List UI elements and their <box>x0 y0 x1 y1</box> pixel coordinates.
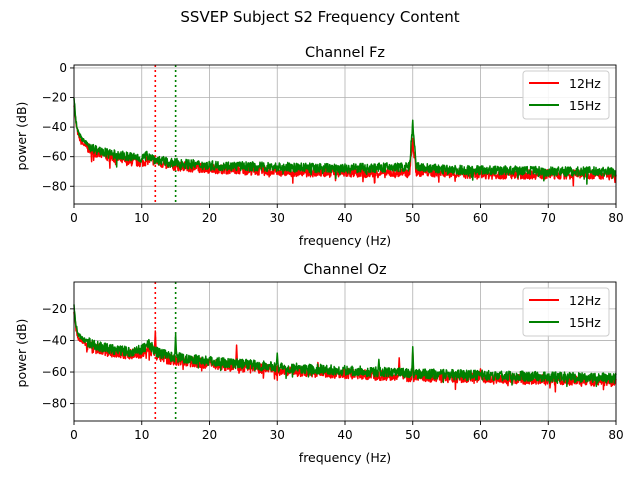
series-line-fz-15hz <box>73 97 617 185</box>
xtick-label-fz-20: 20 <box>202 211 217 225</box>
ticks-oz: 0 10 20 30 40 50 60 70 80 −20 −40 −60 −80 <box>42 302 624 442</box>
ytick-label-oz--20: −20 <box>42 302 67 316</box>
xtick-label-fz-10: 10 <box>134 211 149 225</box>
vlines-oz <box>154 282 177 421</box>
axes-channel-fz: Channel Fz 0 10 20 30 40 50 60 70 80 0 −20 −40 −60 −8… <box>14 45 624 248</box>
xtick-label-fz-60: 60 <box>473 211 488 225</box>
series-fz <box>73 97 617 187</box>
legend-label-fz-15hz: 15Hz <box>569 98 601 113</box>
xtick-label-fz-40: 40 <box>337 211 352 225</box>
xtick-label-oz-60: 60 <box>473 428 488 442</box>
xtick-label-oz-70: 70 <box>541 428 556 442</box>
ytick-label-oz--80: −80 <box>42 397 67 411</box>
legend-label-fz-12hz: 12Hz <box>569 76 601 91</box>
xtick-label-fz-50: 50 <box>405 211 420 225</box>
xtick-label-oz-80: 80 <box>608 428 623 442</box>
ylabel-oz: power (dB) <box>14 319 29 388</box>
xtick-label-oz-30: 30 <box>270 428 285 442</box>
xlabel-oz: frequency (Hz) <box>299 450 391 465</box>
series-line-oz-15hz <box>73 304 617 388</box>
legend-oz: 12Hz 15Hz <box>522 287 610 337</box>
ytick-label-fz--40: −40 <box>42 120 67 134</box>
ytick-label-fz-0: 0 <box>59 61 67 75</box>
ytick-label-fz--60: −60 <box>42 150 67 164</box>
xtick-label-fz-80: 80 <box>608 211 623 225</box>
series-oz <box>73 304 617 393</box>
vlines-fz <box>154 65 177 204</box>
ytick-label-fz--20: −20 <box>42 91 67 105</box>
ytick-label-fz--80: −80 <box>42 179 67 193</box>
ytick-label-oz--60: −60 <box>42 365 67 379</box>
legend-label-oz-15hz: 15Hz <box>569 315 601 330</box>
xtick-label-oz-20: 20 <box>202 428 217 442</box>
xtick-label-oz-10: 10 <box>134 428 149 442</box>
figure-suptitle: SSVEP Subject S2 Frequency Content <box>180 8 459 26</box>
axes-title-oz: Channel Oz <box>303 262 386 278</box>
xtick-label-fz-30: 30 <box>270 211 285 225</box>
axes-title-fz: Channel Fz <box>305 45 385 61</box>
xtick-label-fz-0: 0 <box>70 211 78 225</box>
ticks-fz: 0 10 20 30 40 50 60 70 80 0 −20 −40 −60 −80 <box>42 61 624 225</box>
xtick-label-oz-50: 50 <box>405 428 420 442</box>
xtick-label-fz-70: 70 <box>541 211 556 225</box>
xlabel-fz: frequency (Hz) <box>299 233 391 248</box>
xtick-label-oz-0: 0 <box>70 428 78 442</box>
ytick-label-oz--40: −40 <box>42 333 67 347</box>
legend-fz: 12Hz 15Hz <box>522 70 610 120</box>
legend-label-oz-12hz: 12Hz <box>569 293 601 308</box>
xtick-label-oz-40: 40 <box>337 428 352 442</box>
axes-channel-oz: Channel Oz 0 10 20 30 40 50 60 70 80 −20 −40 −60 −80… <box>14 262 624 465</box>
ylabel-fz: power (dB) <box>14 102 29 171</box>
